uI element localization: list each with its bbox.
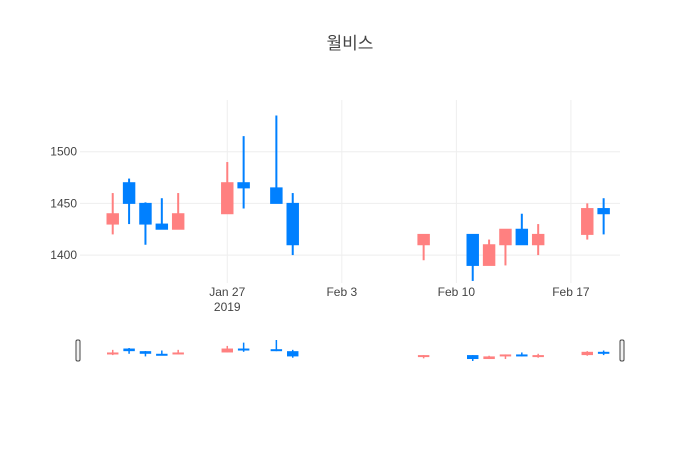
candle <box>531 224 545 256</box>
slider-candle-body <box>532 355 544 358</box>
candle <box>122 178 136 225</box>
slider-candle <box>172 349 184 355</box>
slider-candle <box>107 349 119 356</box>
candle-body <box>286 202 299 246</box>
slider-candle <box>532 353 544 358</box>
range-slider[interactable] <box>75 339 625 362</box>
candle <box>171 193 185 230</box>
range-slider-left-handle[interactable] <box>75 339 81 362</box>
candle-body <box>106 213 119 225</box>
slider-candle-body <box>581 351 593 356</box>
candle <box>597 198 610 235</box>
slider-candle <box>581 351 593 356</box>
candle <box>581 203 594 240</box>
x-tick-label: Feb 17 <box>552 285 590 299</box>
grid-lines <box>80 100 620 283</box>
y-tick-label: 1450 <box>50 196 77 210</box>
candle-body <box>499 228 512 246</box>
candle <box>286 193 299 256</box>
candle-body <box>139 202 152 225</box>
x-tick-label: Feb 10 <box>438 285 476 299</box>
candle <box>466 233 479 281</box>
candle-body <box>237 182 250 189</box>
x-tick-label: Jan 27 <box>209 285 245 299</box>
slider-candle-body <box>287 351 299 357</box>
x-tick-label: Feb 3 <box>326 285 357 299</box>
slider-candle <box>287 349 299 358</box>
slider-candle-body <box>237 348 250 351</box>
slider-candle <box>467 355 479 361</box>
slider-candle-body <box>270 349 283 352</box>
candle <box>237 136 250 209</box>
slider-candle-body <box>597 351 610 354</box>
x-tick-sublabel: 2019 <box>214 300 241 314</box>
slider-candle-body <box>172 352 184 355</box>
slider-candle-body <box>156 353 168 356</box>
candle <box>139 202 152 245</box>
candle-body <box>531 233 545 246</box>
candle-body <box>270 187 283 204</box>
candle <box>221 162 234 215</box>
candle <box>417 233 430 261</box>
y-tick-label: 1500 <box>50 145 77 159</box>
slider-candle-body <box>107 352 119 355</box>
y-tick-label: 1400 <box>50 248 77 262</box>
slider-candle-body <box>417 355 430 358</box>
slider-candle <box>499 354 512 360</box>
slider-candle <box>270 340 283 352</box>
candle <box>515 213 529 246</box>
candle <box>106 193 119 235</box>
slider-candle <box>156 350 168 356</box>
y-axis-ticks: 1400 1450 1500 <box>50 145 77 262</box>
candle-body <box>482 244 496 266</box>
candle-body <box>417 233 430 246</box>
range-slider-right-handle[interactable] <box>619 339 625 362</box>
candle-body <box>515 228 529 246</box>
slider-candle-body <box>516 354 528 357</box>
slider-candle-body <box>221 348 233 353</box>
candle-body <box>221 182 234 215</box>
slider-candle-body <box>139 351 152 354</box>
slider-candle <box>123 348 135 354</box>
candle-body <box>122 182 136 204</box>
slider-candle <box>597 350 610 356</box>
slider-candle <box>221 345 233 353</box>
candles <box>106 115 610 281</box>
slider-candle <box>516 352 528 357</box>
candle-body <box>171 213 185 230</box>
candle <box>270 115 283 204</box>
slider-candle <box>417 355 430 359</box>
candle <box>482 239 496 266</box>
candle-body <box>597 208 610 215</box>
slider-candle <box>139 351 152 357</box>
slider-candle-body <box>123 348 135 352</box>
slider-candle-body <box>467 355 479 360</box>
candle-body <box>466 233 479 266</box>
candle-body <box>581 208 594 235</box>
slider-candle-body <box>499 354 512 357</box>
slider-candle <box>483 355 495 360</box>
chart-title: 월비스 <box>327 34 374 53</box>
candle-body <box>155 223 169 230</box>
slider-candle <box>237 342 250 352</box>
slider-candle-body <box>483 356 495 360</box>
candle <box>155 198 169 230</box>
candle <box>499 228 512 266</box>
